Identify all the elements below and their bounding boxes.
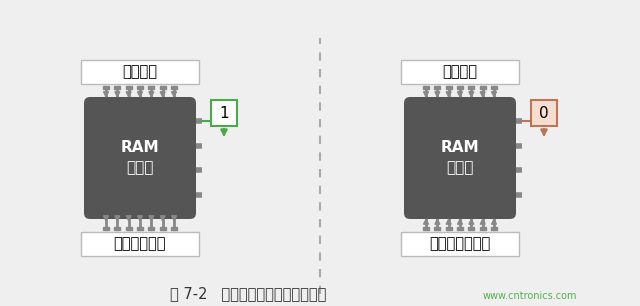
Bar (125, 86, 132, 89)
Bar (148, 227, 154, 230)
Bar (479, 86, 486, 89)
Bar (468, 86, 474, 89)
Text: www.cntronics.com: www.cntronics.com (483, 291, 577, 301)
Bar (159, 86, 166, 89)
Bar (491, 86, 497, 89)
Bar (159, 227, 166, 230)
FancyBboxPatch shape (211, 100, 237, 126)
Text: 单元地址: 单元地址 (442, 65, 477, 80)
Bar (479, 227, 486, 230)
Text: 读模式: 读模式 (446, 161, 474, 176)
Text: 1: 1 (219, 106, 229, 121)
Bar (171, 227, 177, 230)
Bar (423, 86, 429, 89)
Bar (148, 86, 154, 89)
Bar (115, 86, 120, 89)
Bar (468, 227, 474, 230)
Text: RAM: RAM (121, 140, 159, 155)
FancyBboxPatch shape (401, 232, 519, 256)
FancyBboxPatch shape (404, 97, 516, 219)
Bar (115, 227, 120, 230)
Bar (445, 227, 452, 230)
Bar (445, 86, 452, 89)
Text: 单元的当前数据: 单元的当前数据 (429, 237, 491, 252)
FancyBboxPatch shape (531, 100, 557, 126)
Text: 单元地址: 单元地址 (122, 65, 157, 80)
Text: RAM: RAM (441, 140, 479, 155)
FancyBboxPatch shape (84, 97, 196, 219)
Bar (137, 227, 143, 230)
Text: 0: 0 (539, 106, 549, 121)
Bar (103, 227, 109, 230)
Bar (423, 227, 429, 230)
Bar (103, 86, 109, 89)
Bar (125, 227, 132, 230)
Bar (435, 227, 440, 230)
Bar (491, 227, 497, 230)
Text: 单元的新数据: 单元的新数据 (114, 237, 166, 252)
FancyBboxPatch shape (81, 232, 199, 256)
FancyBboxPatch shape (81, 60, 199, 84)
Text: 写模式: 写模式 (126, 161, 154, 176)
Text: 图 7-2   存储器包括读模式与写模式: 图 7-2 存储器包括读模式与写模式 (170, 286, 326, 301)
FancyBboxPatch shape (401, 60, 519, 84)
Bar (457, 227, 463, 230)
Bar (137, 86, 143, 89)
Bar (435, 86, 440, 89)
Bar (171, 86, 177, 89)
Bar (457, 86, 463, 89)
